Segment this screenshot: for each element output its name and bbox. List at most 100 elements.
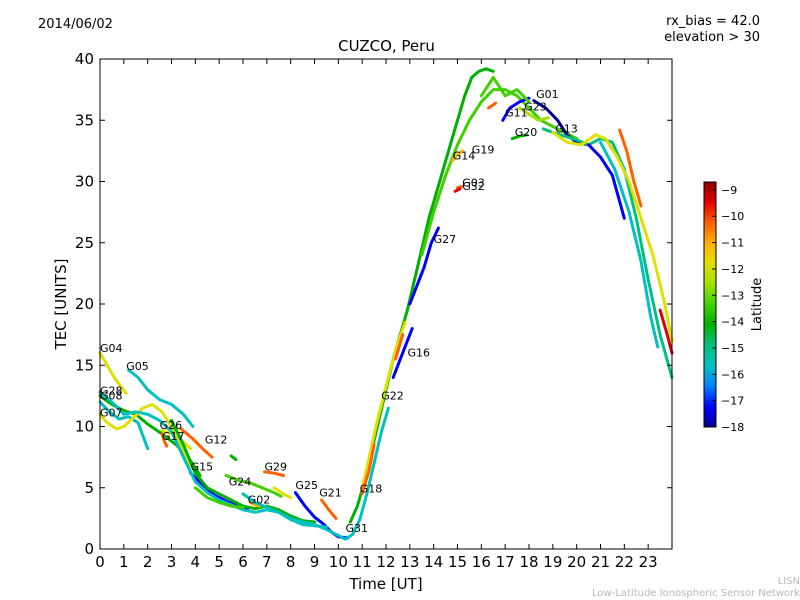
receiver-info: rx_bias = 42.0 elevation > 30 <box>664 14 760 46</box>
x-tick-label: 22 <box>615 553 634 571</box>
series-line-g08 <box>98 400 150 451</box>
series-label-g27: G27 <box>434 233 457 246</box>
series-line-g04 <box>98 351 128 395</box>
series-label-g03: G03 <box>462 176 485 189</box>
x-tick-label: 5 <box>214 553 224 571</box>
series-label-g18: G18 <box>360 483 383 496</box>
x-tick-label: 6 <box>238 553 248 571</box>
series-label-g14: G14 <box>453 149 476 162</box>
series-label-g15: G15 <box>191 461 214 474</box>
series-line-g01 <box>532 99 591 147</box>
x-tick-label: 17 <box>496 553 515 571</box>
colorbar-tick-label: −14 <box>721 316 744 329</box>
series-label-g08: G08 <box>100 390 123 403</box>
series-line-g12 <box>179 427 214 459</box>
series-line-g03 <box>456 184 464 190</box>
series-line-g26 <box>160 428 193 451</box>
series-line-ge <box>658 308 674 355</box>
series-line-gh <box>394 333 405 361</box>
colorbar-tick-label: −9 <box>721 184 737 197</box>
colorbar-tick-label: −15 <box>721 342 744 355</box>
x-tick-label: 4 <box>191 553 201 571</box>
y-tick-label: 20 <box>75 295 94 313</box>
x-tick-label: 8 <box>286 553 296 571</box>
series-label-g20: G20 <box>515 126 538 139</box>
series-label-g26: G26 <box>160 419 183 432</box>
series-layer <box>98 67 674 541</box>
series-label-g19: G19 <box>472 143 495 156</box>
series-line-g23 <box>518 106 550 122</box>
y-tick-label: 35 <box>75 111 94 129</box>
series-line-gm <box>272 486 293 500</box>
colorbar-tick-label: −11 <box>721 237 744 250</box>
series-label-g29: G29 <box>264 461 287 474</box>
series-line-g32 <box>453 187 462 193</box>
series-line-g14 <box>451 149 464 163</box>
plot-frame <box>99 58 673 550</box>
series-label-g24: G24 <box>229 475 252 488</box>
series-line-g17 <box>160 432 169 448</box>
series-label-g21: G21 <box>319 486 342 499</box>
x-tick-label: 12 <box>376 553 395 571</box>
footer: LISN Low-Latitude Ionospheric Sensor Net… <box>592 576 800 600</box>
chart-title: CUZCO, Peru <box>338 37 435 55</box>
footer-org-long: Low-Latitude Ionospheric Sensor Network <box>592 588 800 599</box>
x-tick-label: 2 <box>143 553 153 571</box>
series-label-g22: G22 <box>381 390 404 403</box>
colorbar-tick-label: −18 <box>721 421 744 434</box>
x-tick-label: 20 <box>567 553 586 571</box>
series-line-gg <box>487 101 498 110</box>
series-line-gf <box>479 75 531 104</box>
series-line-gk <box>193 486 245 509</box>
series-line-g20 <box>510 133 529 141</box>
x-tick-label: 15 <box>448 553 467 571</box>
x-tick-label: 18 <box>519 553 538 571</box>
series-label-g02: G02 <box>248 494 271 507</box>
y-tick-label: 25 <box>75 234 94 252</box>
x-tick-label: 9 <box>310 553 320 571</box>
series-label-g13: G13 <box>555 123 578 136</box>
series-label-g28: G28 <box>100 385 123 398</box>
series-label-g17: G17 <box>162 430 185 443</box>
y-tick-label: 15 <box>75 356 94 374</box>
colorbar-ticks: −9 −10 −11 −12 −13 −14 −15 −16 −17 −18 <box>712 184 744 434</box>
series-label-g07: G07 <box>100 407 123 420</box>
series-line-g02 <box>248 500 262 508</box>
series-label-g12: G12 <box>205 434 228 447</box>
series-label-g05: G05 <box>126 360 149 373</box>
y-tick-label: 10 <box>75 418 94 436</box>
colorbar-tick-label: −10 <box>721 210 744 223</box>
series-line-gl <box>229 454 238 462</box>
series-line-gb <box>618 128 643 208</box>
rx-bias-label: rx_bias = 42.0 <box>666 14 760 29</box>
colorbar-tick-label: −16 <box>721 368 744 381</box>
x-tick-label: 1 <box>119 553 129 571</box>
series-line-g21 <box>320 498 338 520</box>
series-label-g32: G32 <box>462 180 485 193</box>
series-line-gi <box>360 443 376 496</box>
elevation-label: elevation > 30 <box>664 30 760 45</box>
y-axis-label: TEC [UNITS] <box>52 259 70 351</box>
x-tick-label: 13 <box>400 553 419 571</box>
series-label-g31: G31 <box>345 522 368 535</box>
x-tick-label: 19 <box>543 553 562 571</box>
series-label-g04: G04 <box>100 342 123 355</box>
x-tick-label: 14 <box>424 553 443 571</box>
y-tick-label: 5 <box>84 479 94 497</box>
series-line-g29 <box>263 470 285 477</box>
series-line-g22 <box>360 320 407 490</box>
series-line-gc <box>587 143 626 220</box>
x-tick-label: 21 <box>591 553 610 571</box>
y-tick-label: 30 <box>75 173 94 191</box>
series-line-gd <box>599 140 660 349</box>
y-tick-label: 40 <box>75 50 94 68</box>
x-tick-label: 0 <box>95 553 105 571</box>
footer-org-short: LISN <box>777 576 800 587</box>
date-label: 2014/06/02 <box>38 17 113 32</box>
series-line-g16 <box>391 327 414 379</box>
series-label-g16: G16 <box>407 347 430 360</box>
x-tick-label: 23 <box>639 553 658 571</box>
series-label-g25: G25 <box>295 479 318 492</box>
